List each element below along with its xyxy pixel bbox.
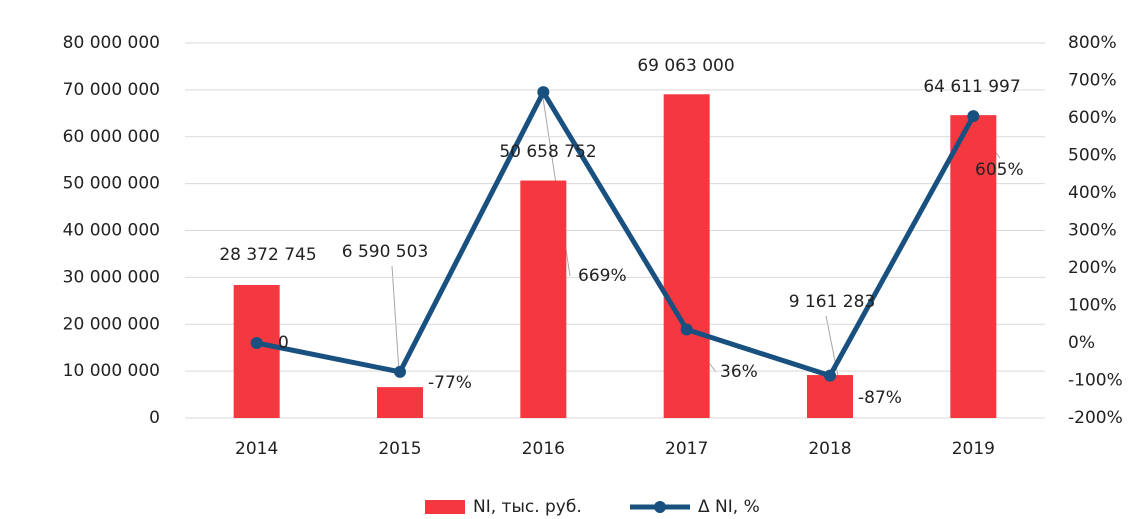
x-tick-label: 2015: [378, 439, 421, 459]
data-label: 0: [278, 333, 289, 353]
leader-line: [391, 265, 400, 373]
y-tick-label: 50 000 000: [63, 174, 160, 194]
line-marker: [250, 337, 263, 349]
bar: [950, 115, 997, 419]
y2-tick-label: 0%: [1068, 333, 1095, 353]
bar: [663, 94, 710, 419]
data-label: 669%: [578, 266, 627, 286]
x-tick-label: 2014: [235, 439, 278, 459]
legend-label: Δ NI, %: [698, 497, 760, 517]
x-tick-label: 2018: [808, 439, 851, 459]
data-label: 69 063 000: [637, 56, 734, 76]
legend-swatch: [654, 501, 666, 513]
y-tick-label: 30 000 000: [63, 267, 160, 287]
line-marker: [680, 323, 693, 336]
y2-tick-label: 400%: [1068, 183, 1117, 203]
data-label: 605%: [975, 160, 1024, 180]
y2-tick-label: 600%: [1068, 108, 1117, 128]
y-tick-label: 0: [149, 408, 160, 428]
line-marker: [394, 365, 406, 378]
y-tick-label: 10 000 000: [63, 361, 160, 381]
y2-tick-label: -200%: [1068, 408, 1123, 428]
y2-tick-label: 500%: [1068, 146, 1117, 166]
y-tick-label: 60 000 000: [63, 127, 160, 147]
y2-tick-label: 100%: [1068, 296, 1117, 316]
line: [256, 89, 976, 379]
bar: [807, 375, 853, 418]
data-label: 6 590 503: [342, 242, 429, 262]
data-label: 36%: [720, 362, 758, 382]
data-label: -87%: [858, 388, 902, 408]
data-label: 28 372 745: [219, 245, 316, 265]
data-label: -77%: [428, 373, 472, 393]
line-marker: [967, 110, 980, 123]
x-tick-label: 2017: [665, 439, 708, 459]
legend-swatch: [425, 500, 465, 514]
y-tick-label: 70 000 000: [63, 80, 160, 100]
data-label: 9 161 283: [789, 292, 876, 312]
y-tick-label: 20 000 000: [63, 314, 160, 334]
bar: [377, 387, 423, 418]
y2-tick-label: -100%: [1068, 371, 1123, 391]
x-tick-label: 2016: [522, 439, 565, 459]
y2-tick-label: 200%: [1068, 258, 1117, 278]
line-marker: [537, 86, 550, 99]
y2-tick-label: 700%: [1068, 71, 1117, 91]
bar: [520, 180, 567, 418]
data-label: 50 658 752: [499, 142, 596, 162]
y-tick-label: 40 000 000: [63, 221, 160, 241]
data-label: 64 611 997: [923, 77, 1020, 97]
bar: [233, 285, 280, 418]
line-marker: [824, 369, 836, 382]
y-tick-label: 80 000 000: [63, 33, 160, 53]
x-tick-label: 2019: [952, 439, 995, 459]
legend-label: NI, тыс. руб.: [473, 497, 582, 517]
y2-tick-label: 800%: [1068, 33, 1117, 53]
y2-tick-label: 300%: [1068, 221, 1117, 241]
